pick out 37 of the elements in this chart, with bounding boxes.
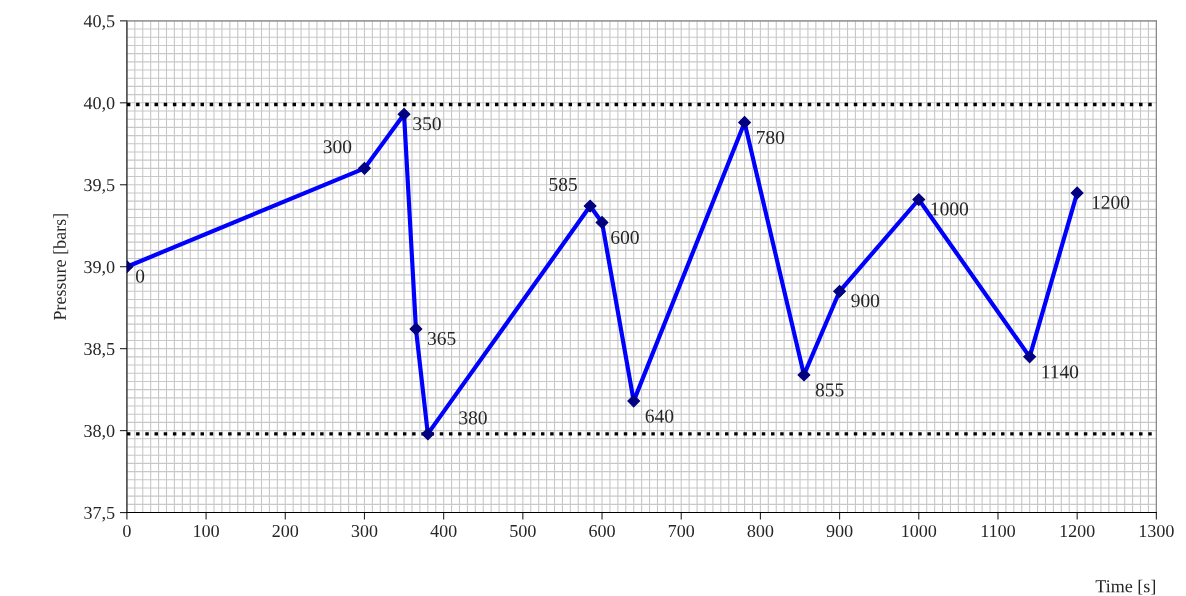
y-tick-label: 39,0 [84, 260, 115, 276]
x-tick-label: 1000 [902, 524, 937, 538]
annotation: 780 [756, 130, 785, 145]
x-tick-label: 900 [826, 524, 853, 538]
y-tick-label: 37,5 [84, 506, 115, 522]
annotation: 1200 [1092, 195, 1130, 209]
x-tick-label: 800 [747, 524, 774, 538]
annotation: 300 [323, 140, 352, 154]
x-tick-label: 500 [510, 524, 536, 538]
y-tick-label: 38,5 [84, 342, 115, 358]
x-tick-label: 400 [430, 524, 457, 538]
annotation: 365 [427, 331, 456, 345]
x-tick-label: 1200 [1060, 524, 1095, 538]
annotation: 0 [135, 269, 145, 283]
y-tick-label: 40,0 [83, 97, 115, 112]
x-tick-label: 1300 [1139, 524, 1174, 538]
x-tick-label: 100 [194, 524, 219, 538]
x-tick-label: 700 [668, 524, 695, 538]
annotation: 855 [815, 383, 844, 397]
x-tick-label: 300 [351, 524, 378, 538]
y-tick-label: 39,5 [84, 179, 115, 194]
x-tick-label: 0 [123, 524, 131, 538]
x-tick-label: 600 [589, 524, 615, 538]
x-axis-title: Time [s] [1095, 579, 1156, 595]
y-tick-label: 38,0 [84, 424, 115, 440]
x-tick-label: 200 [272, 524, 299, 538]
annotation: 585 [549, 177, 577, 192]
annotation: 640 [645, 409, 674, 423]
y-tick-label: 40,5 [83, 15, 115, 30]
annotation: 380 [459, 411, 487, 425]
annotation: 600 [611, 230, 639, 244]
annotation: 1000 [931, 202, 969, 216]
x-tick-label: 1100 [981, 524, 1015, 538]
y-axis-title: Pressure [bars] [53, 214, 69, 321]
annotation: 350 [413, 117, 441, 131]
annotation: 900 [851, 294, 880, 308]
annotation: 1140 [1042, 365, 1079, 379]
